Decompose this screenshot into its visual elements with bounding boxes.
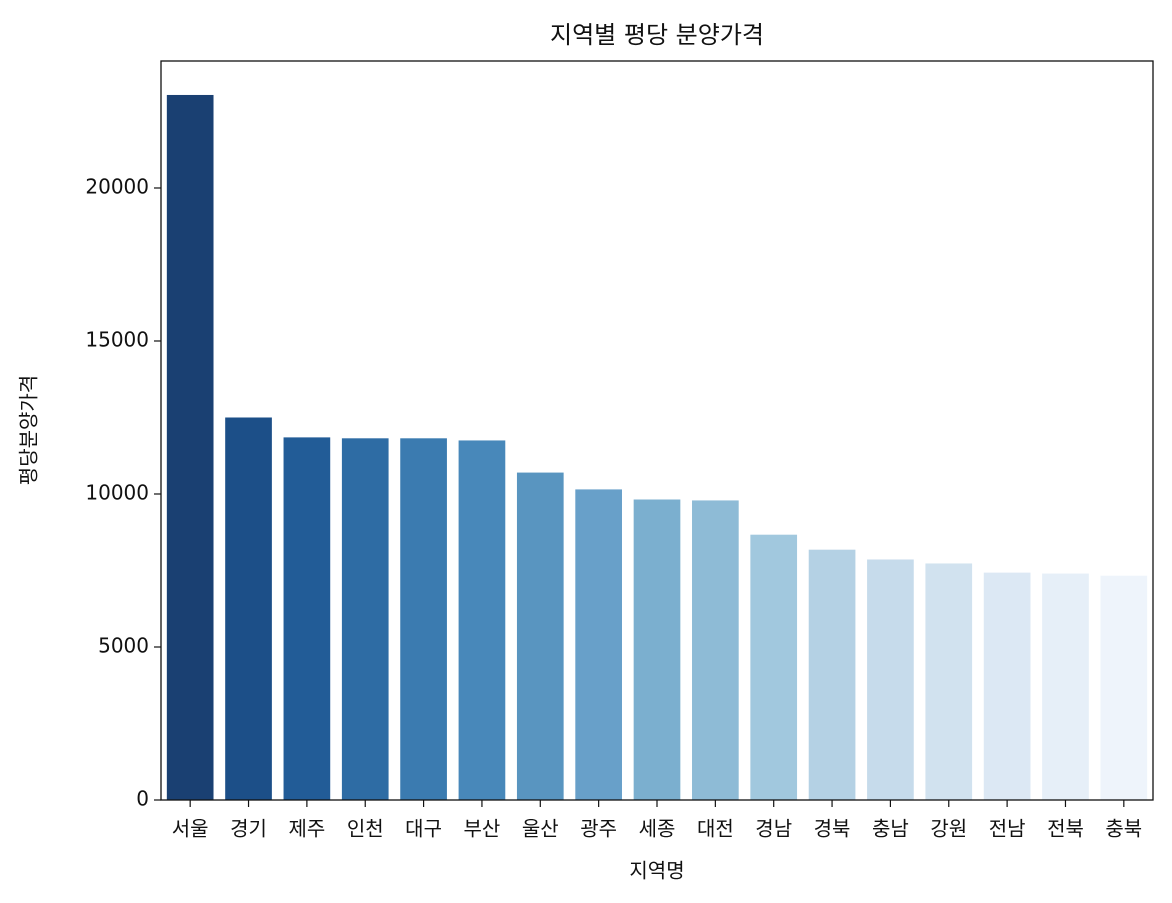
bar: [225, 417, 272, 800]
x-tick-label: 제주: [288, 817, 325, 841]
x-tick-label: 경기: [230, 817, 267, 841]
bar: [516, 472, 564, 800]
bar: [1042, 573, 1089, 800]
x-tick-label: 부산: [464, 817, 501, 841]
bar: [633, 499, 681, 800]
chart-title: 지역별 평당 분양가격: [550, 21, 764, 49]
y-tick-label: 20000: [85, 174, 149, 198]
x-tick-label: 울산: [522, 817, 559, 841]
bar: [808, 549, 856, 800]
y-axis-label: 평당분양가격: [17, 375, 41, 485]
bar: [400, 438, 447, 800]
bar: [283, 437, 331, 800]
bar: [575, 489, 622, 800]
bar: [1100, 575, 1148, 800]
y-tick-label: 10000: [85, 480, 149, 504]
x-tick-label: 인천: [347, 817, 384, 841]
x-tick-label: 충남: [872, 817, 909, 841]
x-tick-label: 광주: [580, 817, 617, 841]
x-tick-label: 전북: [1047, 817, 1084, 841]
x-tick-label: 강원: [930, 817, 967, 841]
x-tick-label: 경북: [814, 817, 851, 841]
bar: [925, 563, 973, 800]
bar: [983, 572, 1031, 800]
bar: [341, 438, 389, 800]
x-tick-label: 경남: [755, 817, 792, 841]
bar: [867, 559, 914, 800]
y-tick-label: 15000: [85, 327, 149, 351]
x-tick-label: 대구: [405, 817, 442, 841]
bar: [166, 94, 214, 801]
x-tick-label: 충북: [1105, 817, 1142, 841]
bar: [458, 440, 506, 800]
x-axis-label: 지역명: [629, 859, 684, 883]
x-tick-label: 대전: [697, 817, 734, 841]
y-tick-label: 5000: [98, 633, 149, 657]
x-tick-label: 전남: [989, 817, 1026, 841]
x-tick-label: 서울: [172, 817, 209, 841]
x-tick-label: 세종: [639, 817, 676, 841]
bar: [750, 534, 798, 800]
plot-frame: [160, 60, 1154, 801]
bar: [692, 500, 739, 800]
y-tick-label: 0: [136, 787, 149, 811]
